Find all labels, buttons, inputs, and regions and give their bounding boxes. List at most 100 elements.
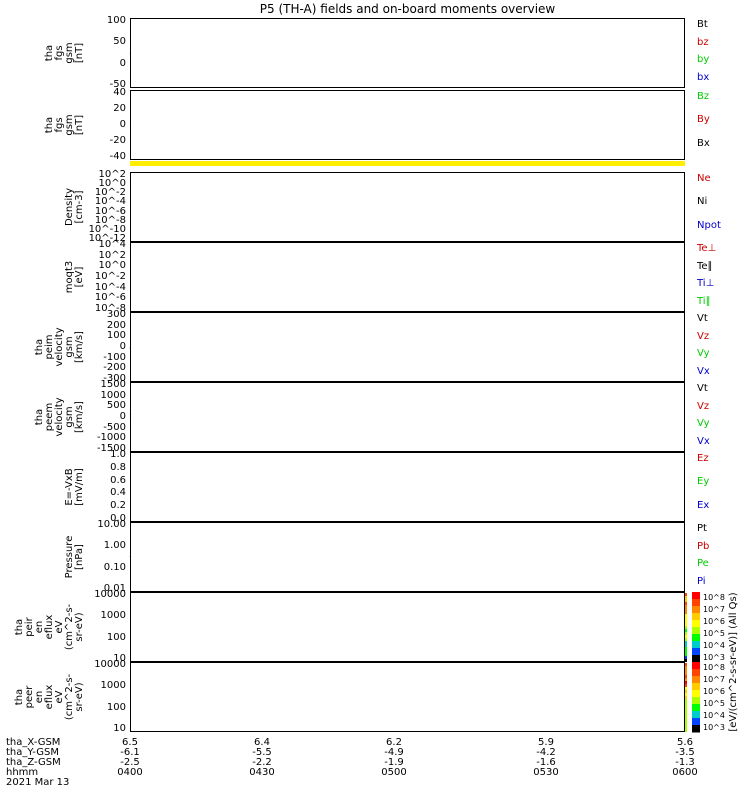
panel-7-ytick: 0.0 xyxy=(110,513,126,524)
panel-5-ylabel: tha peim velocity gsm [km/s] xyxy=(34,327,85,367)
panel-6-ytick: -1000 xyxy=(96,432,126,444)
colorbar-label: [eV/(cm^2-s-sr-eV)] (All Qs) xyxy=(728,592,739,732)
panel-8 xyxy=(130,522,685,592)
figure-title: P5 (TH-A) fields and on-board moments ov… xyxy=(259,2,556,16)
panel-6-ylabel: tha peem velocity gsm [km/s] xyxy=(34,397,85,437)
colorbar xyxy=(692,592,700,733)
colorbar-tick: 10^8 xyxy=(703,663,725,672)
legend-ti⊥: Ti⊥ xyxy=(697,278,715,289)
panel-8-ytick: 0.01 xyxy=(103,583,126,594)
panel-4-ylabel: moqt3 [eV] xyxy=(64,260,85,294)
xaxis-tick-label: 0400 xyxy=(117,767,143,778)
panel-3-ytick: 10^-10 xyxy=(88,223,126,235)
panel-3-ytick: 10^-12 xyxy=(88,233,126,244)
legend-pb: Pb xyxy=(697,540,710,552)
xaxis-tick-label: -6.1 xyxy=(120,747,140,758)
xaxis-tick-label: -4.9 xyxy=(384,747,404,758)
panel-6-ytick: 0 xyxy=(119,411,126,422)
legend-vy: Vy xyxy=(697,348,710,359)
panel-10-ytick: 10000 xyxy=(94,659,126,670)
panel-3-ylabel: Density [cm-3] xyxy=(64,187,85,227)
xaxis-tick-label: -1.3 xyxy=(675,757,695,768)
xaxis-tick-label: -3.5 xyxy=(675,747,695,758)
panel-10-ylabel: tha peer en eflux eV (cm^2-s- sr-eV) xyxy=(14,673,85,721)
xaxis-date: 2021 Mar 13 xyxy=(6,777,70,788)
panel-6-ytick: -1500 xyxy=(96,443,126,454)
panel-2 xyxy=(130,90,685,160)
xaxis-row-label: tha_Y-GSM xyxy=(6,747,60,758)
panel-1-ytick: 100 xyxy=(106,15,126,26)
xaxis-row-label: hhmm xyxy=(6,767,39,778)
xaxis-tick-label: 6.4 xyxy=(254,737,270,748)
xaxis-tick-label: -2.5 xyxy=(120,757,140,768)
panel-3-ytick: 10^-4 xyxy=(94,196,126,208)
colorbar-tick: 10^4 xyxy=(703,641,725,650)
panel-2-ytick: 20 xyxy=(113,103,126,114)
panel-1 xyxy=(130,18,685,88)
legend-pt: Pt xyxy=(697,523,707,534)
panel-6-ytick: 1000 xyxy=(100,389,126,401)
legend-bt: Bt xyxy=(697,19,708,30)
xaxis-tick-label: -4.2 xyxy=(536,747,556,758)
panel-9 xyxy=(130,592,685,662)
panel-1-ytick: 0 xyxy=(119,57,126,69)
legend-vx: Vx xyxy=(697,435,710,447)
panel-1-ytick: 50 xyxy=(113,36,126,48)
panel-9-ytick: 1000 xyxy=(100,610,126,622)
panel-5 xyxy=(130,312,685,382)
xaxis-tick-label: 5.6 xyxy=(677,737,693,748)
colorbar-tick: 10^5 xyxy=(703,699,725,708)
legend-pe: Pe xyxy=(697,558,709,569)
colorbar-tick: 10^5 xyxy=(703,629,725,638)
legend-ey: Ey xyxy=(697,476,710,488)
panel-4-ytick: 10^-4 xyxy=(94,281,126,293)
panel-3-ytick: 10^-8 xyxy=(94,214,126,226)
panel-5-ytick: 300 xyxy=(106,309,126,320)
panel-10 xyxy=(130,662,685,732)
xaxis-tick-label: 6.2 xyxy=(386,737,402,748)
panel-5-ytick: 200 xyxy=(106,319,126,331)
panel-6-ytick: 500 xyxy=(106,400,126,412)
panel-5-ytick: -300 xyxy=(103,373,126,384)
panel-7-ylabel: E=-VxB [mV/m] xyxy=(64,468,85,506)
legend-ne: Ne xyxy=(697,173,711,184)
legend-by: by xyxy=(697,54,710,65)
xaxis-tick-label: 0530 xyxy=(533,767,559,778)
panel-1-ytick: -50 xyxy=(109,79,126,90)
panel-8-ylabel: Pressure [nPa] xyxy=(64,535,85,579)
panel-5-ytick: 0 xyxy=(119,341,126,352)
legend-bz: Bz xyxy=(697,91,710,102)
panel-4-ytick: 10^0 xyxy=(98,260,126,272)
legend-te⊥: Te⊥ xyxy=(697,243,717,254)
xaxis-tick-label: -1.9 xyxy=(384,757,404,768)
legend-vy: Vy xyxy=(697,418,710,429)
panel-7-ytick: 0.8 xyxy=(110,461,126,473)
panel-4-ytick: 10^-6 xyxy=(94,292,126,304)
legend-bx: Bx xyxy=(697,137,710,149)
legend-ex: Ex xyxy=(697,499,710,511)
legend-pi: Pi xyxy=(697,575,706,587)
panel-2-ytick: -40 xyxy=(109,151,126,162)
panel-7 xyxy=(130,452,685,522)
panel-7-ytick: 0.2 xyxy=(110,500,126,512)
panel-5-ytick: -100 xyxy=(103,351,126,363)
colorbar-tick: 10^3 xyxy=(703,653,725,662)
panel-9-ytick: 10000 xyxy=(94,589,126,600)
legend-vz: Vz xyxy=(697,400,710,412)
panel-4-ytick: 10^-2 xyxy=(94,271,126,282)
panel-5-ytick: 100 xyxy=(106,330,126,342)
legend-npot: Npot xyxy=(697,219,721,231)
panel-4-ytick: 10^4 xyxy=(98,239,126,250)
legend-ti∥: Ti∥ xyxy=(697,295,711,307)
panel-6-ytick: -500 xyxy=(103,421,126,433)
panel-8-ytick: 0.10 xyxy=(103,561,126,573)
panel-2-ytick: -20 xyxy=(109,135,126,146)
panel-4-ytick: 10^2 xyxy=(98,249,126,261)
panel-4-ytick: 10^-8 xyxy=(94,303,126,314)
xaxis-row-label: tha_Z-GSM xyxy=(6,757,61,768)
xaxis-tick-label: 5.9 xyxy=(538,737,554,748)
xaxis-tick-label: -2.2 xyxy=(252,757,272,768)
legend-te∥: Te∥ xyxy=(697,260,713,272)
panel-2-ytick: 0 xyxy=(119,119,126,130)
